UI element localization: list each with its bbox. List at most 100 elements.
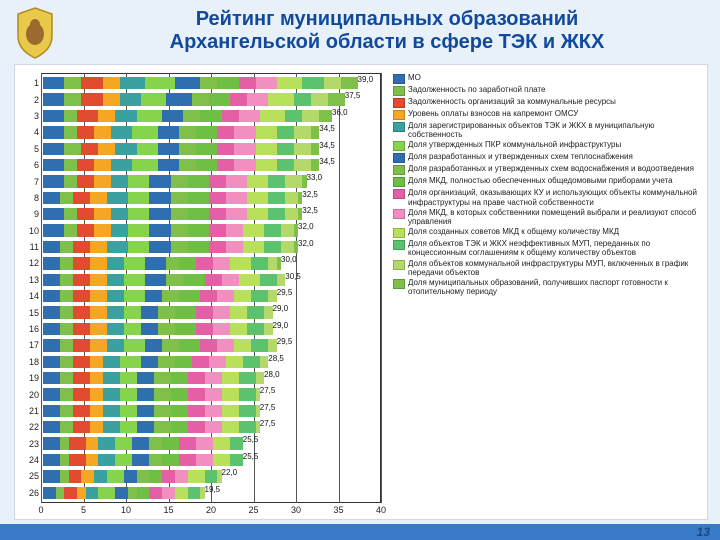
bar-segment [107, 290, 124, 302]
bar-segment [107, 470, 124, 482]
bar-segment [69, 470, 82, 482]
bar-segment [64, 159, 77, 171]
bar-segment [171, 241, 188, 253]
bar-segment [98, 110, 115, 122]
bar-segment [43, 290, 60, 302]
bar-segment [94, 208, 111, 220]
bar-segment [226, 356, 243, 368]
bar-segment [217, 159, 234, 171]
bar-segment [132, 126, 158, 138]
bar-segment [175, 470, 188, 482]
bar-total-label: 32,5 [302, 191, 318, 199]
legend-item: МО [393, 73, 699, 84]
y-tick-label: 3 [34, 111, 39, 121]
bar-segment [243, 241, 264, 253]
bar-segment [196, 143, 217, 155]
legend-item: Задолженность по заработной плате [393, 85, 699, 96]
x-tick-label: 25 [248, 505, 258, 515]
bar-segment [196, 159, 217, 171]
y-tick-label: 2 [34, 95, 39, 105]
bar-segment [60, 290, 73, 302]
legend-label: Доля организаций, оказывающих КУ и испол… [408, 188, 699, 206]
chart-panel: 0510152025303540 12345678910111213141516… [14, 64, 708, 520]
bar-segment [217, 143, 234, 155]
bar-segment [98, 143, 115, 155]
bar-segment [60, 323, 73, 335]
bar-segment [69, 437, 86, 449]
bar-segment [162, 339, 179, 351]
y-tick-label: 5 [34, 144, 39, 154]
bar-segment [103, 93, 120, 105]
bar-segment [196, 126, 217, 138]
bar-segment [103, 372, 120, 384]
bar-segment [277, 274, 286, 286]
bar-segment [192, 356, 209, 368]
bar-segment [73, 257, 90, 269]
bar-segment [73, 405, 90, 417]
bar-segment [239, 110, 260, 122]
bar-segment [43, 126, 64, 138]
bar-segment [154, 421, 171, 433]
bar-segment [128, 175, 149, 187]
bar-segment [73, 306, 90, 318]
bar-segment [277, 77, 303, 89]
bar-segment [64, 126, 77, 138]
bar-segment [137, 110, 163, 122]
bar-segment [209, 208, 226, 220]
bar-segment [264, 224, 281, 236]
bar-segment [213, 454, 230, 466]
bar-segment [247, 93, 268, 105]
bar-segment [43, 339, 60, 351]
bar-segment [120, 93, 141, 105]
bar-segment [60, 454, 69, 466]
bar-segment [256, 143, 277, 155]
bar-segment [43, 437, 60, 449]
y-tick-label: 17 [29, 340, 39, 350]
bar-segment [60, 257, 73, 269]
x-gridline [41, 73, 42, 503]
bar-segment [60, 356, 73, 368]
legend-swatch [393, 260, 405, 270]
bar-segment [149, 437, 162, 449]
bar-segment [256, 126, 277, 138]
bar-segment [73, 388, 90, 400]
legend-item: Доля утвержденных ПКР коммунальной инфра… [393, 140, 699, 151]
bar-row [43, 339, 379, 351]
bar-segment [141, 93, 167, 105]
bar-segment [64, 224, 77, 236]
bar-segment [43, 323, 60, 335]
bar-segment [77, 126, 94, 138]
bar-segment [196, 323, 213, 335]
legend-swatch [393, 165, 405, 175]
bar-segment [247, 192, 268, 204]
bar-segment [132, 159, 158, 171]
bar-segment [90, 192, 107, 204]
bar-row [43, 454, 379, 466]
y-tick-label: 10 [29, 226, 39, 236]
bar-segment [43, 274, 60, 286]
legend-swatch [393, 98, 405, 108]
bar-segment [60, 405, 73, 417]
bar-segment [213, 437, 230, 449]
bar-row [43, 470, 379, 482]
bar-segment [192, 93, 209, 105]
bar-segment [188, 241, 209, 253]
bar-total-label: 33,0 [307, 174, 323, 182]
bar-row [43, 356, 379, 368]
bar-segment [94, 159, 111, 171]
legend-swatch [393, 209, 405, 219]
bar-row [43, 208, 379, 220]
bar-segment [137, 487, 150, 499]
bar-segment [86, 454, 99, 466]
bar-segment [103, 77, 120, 89]
bar-segment [120, 356, 141, 368]
y-tick-label: 15 [29, 308, 39, 318]
bar-segment [243, 356, 260, 368]
bar-segment [43, 372, 60, 384]
legend-swatch [393, 141, 405, 151]
bar-segment [137, 372, 154, 384]
bar-segment [90, 339, 107, 351]
bar-segment [120, 77, 146, 89]
bar-segment [200, 290, 217, 302]
bar-segment [247, 175, 268, 187]
